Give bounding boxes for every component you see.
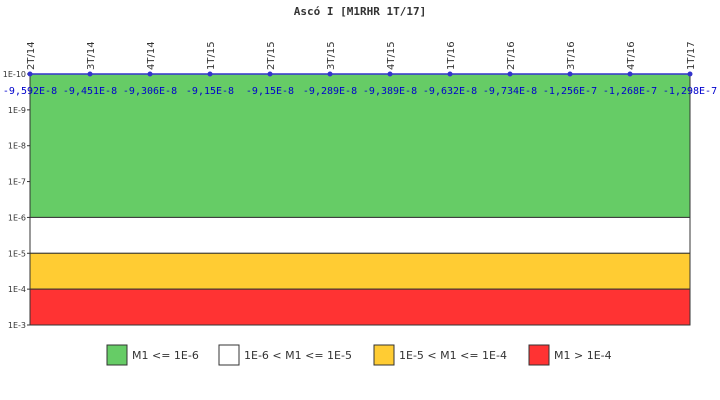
x-tick-label: 4T/15 bbox=[386, 41, 397, 70]
x-tick-label: 4T/14 bbox=[146, 41, 157, 70]
legend-label: M1 > 1E-4 bbox=[554, 349, 612, 362]
x-tick-label: 2T/15 bbox=[266, 41, 277, 70]
y-tick-label: 1E-5 bbox=[8, 249, 26, 258]
data-label: -9,632E-8 bbox=[423, 86, 477, 97]
data-point bbox=[387, 71, 393, 77]
band-0 bbox=[29, 73, 691, 218]
risk-bands bbox=[29, 73, 691, 326]
x-tick-label: 3T/15 bbox=[326, 41, 337, 70]
data-label: -9,389E-8 bbox=[363, 86, 417, 97]
x-tick-label: 3T/16 bbox=[566, 41, 577, 70]
data-label: -9,734E-8 bbox=[483, 86, 537, 97]
series-line bbox=[27, 71, 693, 77]
x-tick-label: 2T/16 bbox=[506, 41, 517, 70]
x-tick-label: 2T/14 bbox=[26, 41, 37, 70]
data-point bbox=[627, 71, 633, 77]
data-point bbox=[147, 71, 153, 77]
y-tick-label: 1E-9 bbox=[8, 106, 26, 115]
data-label: -1,268E-7 bbox=[603, 86, 657, 97]
data-point bbox=[687, 71, 693, 77]
chart-title: Ascó I [M1RHR 1T/17] bbox=[294, 5, 426, 18]
data-label: -9,592E-8 bbox=[3, 86, 57, 97]
legend-swatch bbox=[106, 344, 128, 366]
data-label: -9,306E-8 bbox=[123, 86, 177, 97]
x-tick-label: 1T/17 bbox=[686, 41, 697, 70]
legend: M1 <= 1E-6 1E-6 < M1 <= 1E-5 1E-5 < M1 <= … bbox=[106, 344, 612, 366]
data-point bbox=[567, 71, 573, 77]
data-labels: -9,592E-8 -9,451E-8 -9,306E-8 -9,15E-8 -9,15… bbox=[3, 86, 717, 97]
y-axis: 1E-10 1E-9 1E-8 1E-7 1E-6 1E-5 1E-4 1E-3 bbox=[3, 70, 31, 330]
band-2 bbox=[29, 252, 691, 290]
data-point bbox=[87, 71, 93, 77]
data-point bbox=[447, 71, 453, 77]
legend-swatch bbox=[218, 344, 240, 366]
y-tick-label: 1E-4 bbox=[8, 285, 26, 294]
band-3 bbox=[29, 288, 691, 326]
x-tick-label: 1T/16 bbox=[446, 41, 457, 70]
data-point bbox=[267, 71, 273, 77]
data-point bbox=[327, 71, 333, 77]
x-axis: 2T/14 3T/14 4T/14 1T/15 2T/15 3T/15 4T/15 1T/16… bbox=[26, 41, 697, 70]
data-point bbox=[207, 71, 213, 77]
y-tick-label: 1E-10 bbox=[3, 70, 26, 79]
y-tick-label: 1E-6 bbox=[8, 213, 26, 222]
x-tick-label: 4T/16 bbox=[626, 41, 637, 70]
x-tick-label: 1T/15 bbox=[206, 41, 217, 70]
legend-swatch bbox=[373, 344, 395, 366]
legend-swatch bbox=[528, 344, 550, 366]
legend-label: 1E-6 < M1 <= 1E-5 bbox=[244, 349, 352, 362]
data-label: -1,298E-7 bbox=[663, 86, 717, 97]
data-label: -1,256E-7 bbox=[543, 86, 597, 97]
band-1 bbox=[29, 216, 691, 254]
y-tick-label: 1E-3 bbox=[8, 321, 26, 330]
legend-label: 1E-5 < M1 <= 1E-4 bbox=[399, 349, 507, 362]
data-point bbox=[507, 71, 513, 77]
y-tick-label: 1E-7 bbox=[8, 178, 26, 187]
x-tick-label: 3T/14 bbox=[86, 41, 97, 70]
data-label: -9,15E-8 bbox=[186, 86, 234, 97]
legend-label: M1 <= 1E-6 bbox=[132, 349, 199, 362]
data-label: -9,451E-8 bbox=[63, 86, 117, 97]
y-tick-label: 1E-8 bbox=[8, 142, 26, 151]
data-point bbox=[27, 71, 33, 77]
data-label: -9,289E-8 bbox=[303, 86, 357, 97]
data-label: -9,15E-8 bbox=[246, 86, 294, 97]
